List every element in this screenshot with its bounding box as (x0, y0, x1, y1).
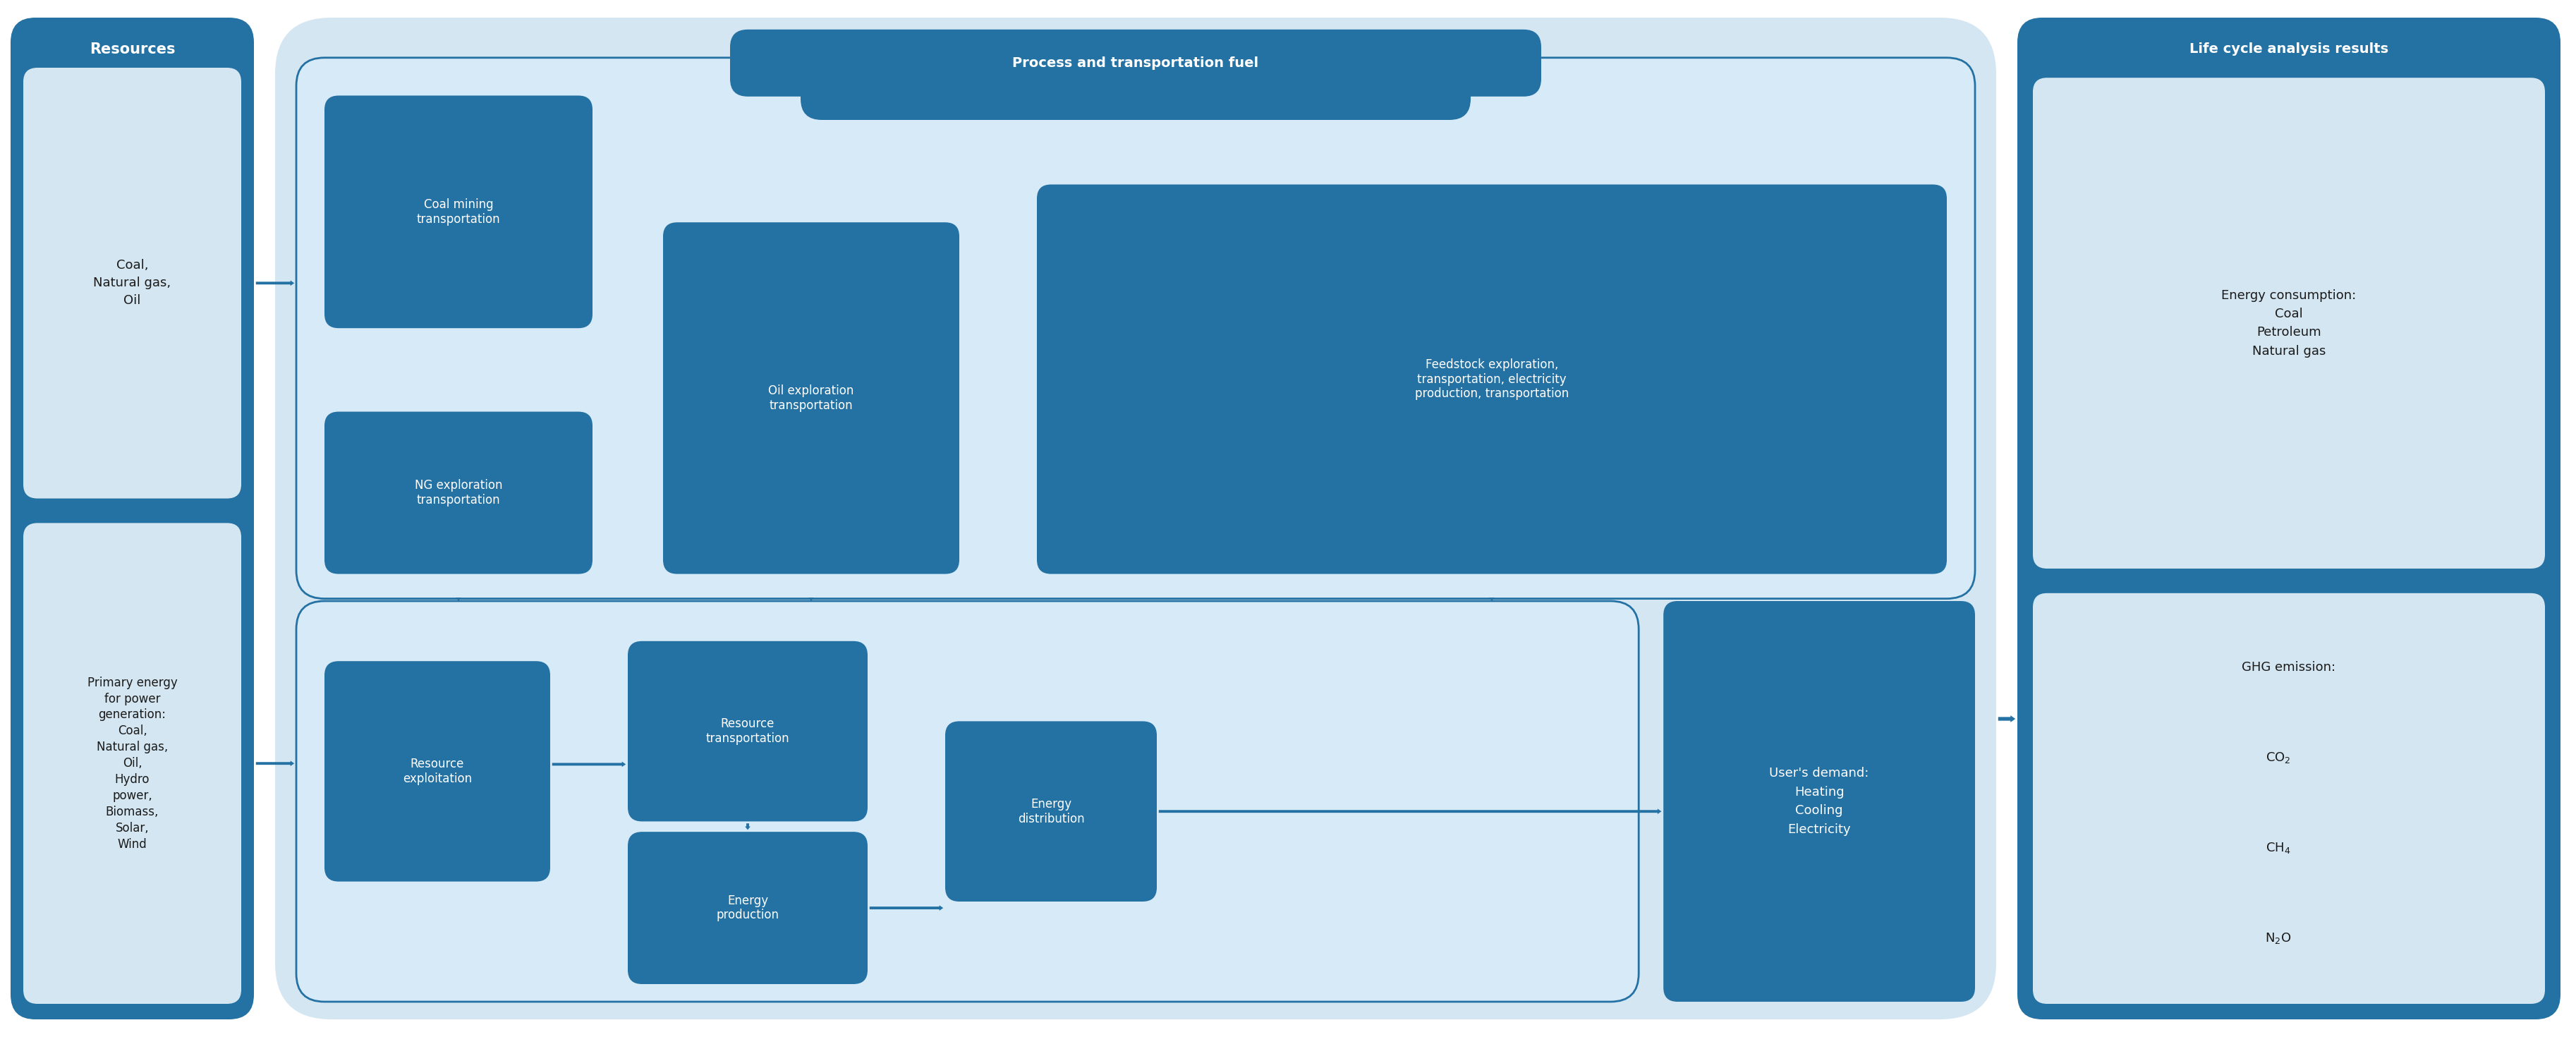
FancyBboxPatch shape (2017, 18, 2561, 1019)
FancyBboxPatch shape (729, 29, 1540, 96)
FancyBboxPatch shape (1038, 185, 1947, 573)
Text: Energy
production: Energy production (716, 894, 778, 922)
FancyBboxPatch shape (296, 601, 1638, 1002)
Text: Coal mining
transportation: Coal mining transportation (417, 198, 500, 226)
FancyBboxPatch shape (629, 641, 868, 821)
Text: Resource
transportation: Resource transportation (706, 718, 788, 745)
FancyBboxPatch shape (2032, 593, 2545, 1004)
Text: NG exploration
transportation: NG exploration transportation (415, 479, 502, 506)
FancyBboxPatch shape (662, 222, 958, 573)
Text: N$_2$O: N$_2$O (2264, 931, 2293, 945)
Text: GHG emission:: GHG emission: (2241, 661, 2336, 673)
FancyBboxPatch shape (2032, 78, 2545, 568)
FancyBboxPatch shape (1664, 601, 1976, 1002)
Text: Resource
exploitation: Resource exploitation (402, 758, 471, 785)
Text: Life cycle analysis results: Life cycle analysis results (2190, 43, 2388, 56)
FancyBboxPatch shape (945, 722, 1157, 901)
Text: Oil exploration
transportation: Oil exploration transportation (768, 385, 855, 412)
FancyBboxPatch shape (276, 18, 1996, 1019)
FancyBboxPatch shape (296, 58, 1976, 598)
Text: Feedstock exploration,
transportation, electricity
production, transportation: Feedstock exploration, transportation, e… (1414, 358, 1569, 400)
Text: Energy consumption:
Coal
Petroleum
Natural gas: Energy consumption: Coal Petroleum Natur… (2221, 289, 2357, 358)
Text: System boundary: System boundary (1064, 74, 1208, 88)
Text: User's demand:
Heating
Cooling
Electricity: User's demand: Heating Cooling Electrici… (1770, 767, 1870, 836)
Text: Coal,
Natural gas,
Oil: Coal, Natural gas, Oil (93, 259, 170, 307)
FancyBboxPatch shape (325, 412, 592, 573)
FancyBboxPatch shape (325, 95, 592, 328)
FancyBboxPatch shape (801, 43, 1471, 120)
Text: Process and transportation fuel: Process and transportation fuel (1012, 56, 1260, 69)
FancyBboxPatch shape (325, 662, 551, 881)
Text: CO$_2$: CO$_2$ (2267, 751, 2290, 764)
Text: CH$_4$: CH$_4$ (2267, 841, 2290, 854)
FancyBboxPatch shape (23, 67, 242, 499)
Text: Resources: Resources (90, 43, 175, 56)
FancyBboxPatch shape (629, 832, 868, 984)
FancyBboxPatch shape (10, 18, 255, 1019)
Text: Energy
distribution: Energy distribution (1018, 797, 1084, 825)
FancyBboxPatch shape (23, 523, 242, 1004)
Text: Primary energy
for power
generation:
Coal,
Natural gas,
Oil,
Hydro
power,
Biomas: Primary energy for power generation: Coa… (88, 676, 178, 850)
